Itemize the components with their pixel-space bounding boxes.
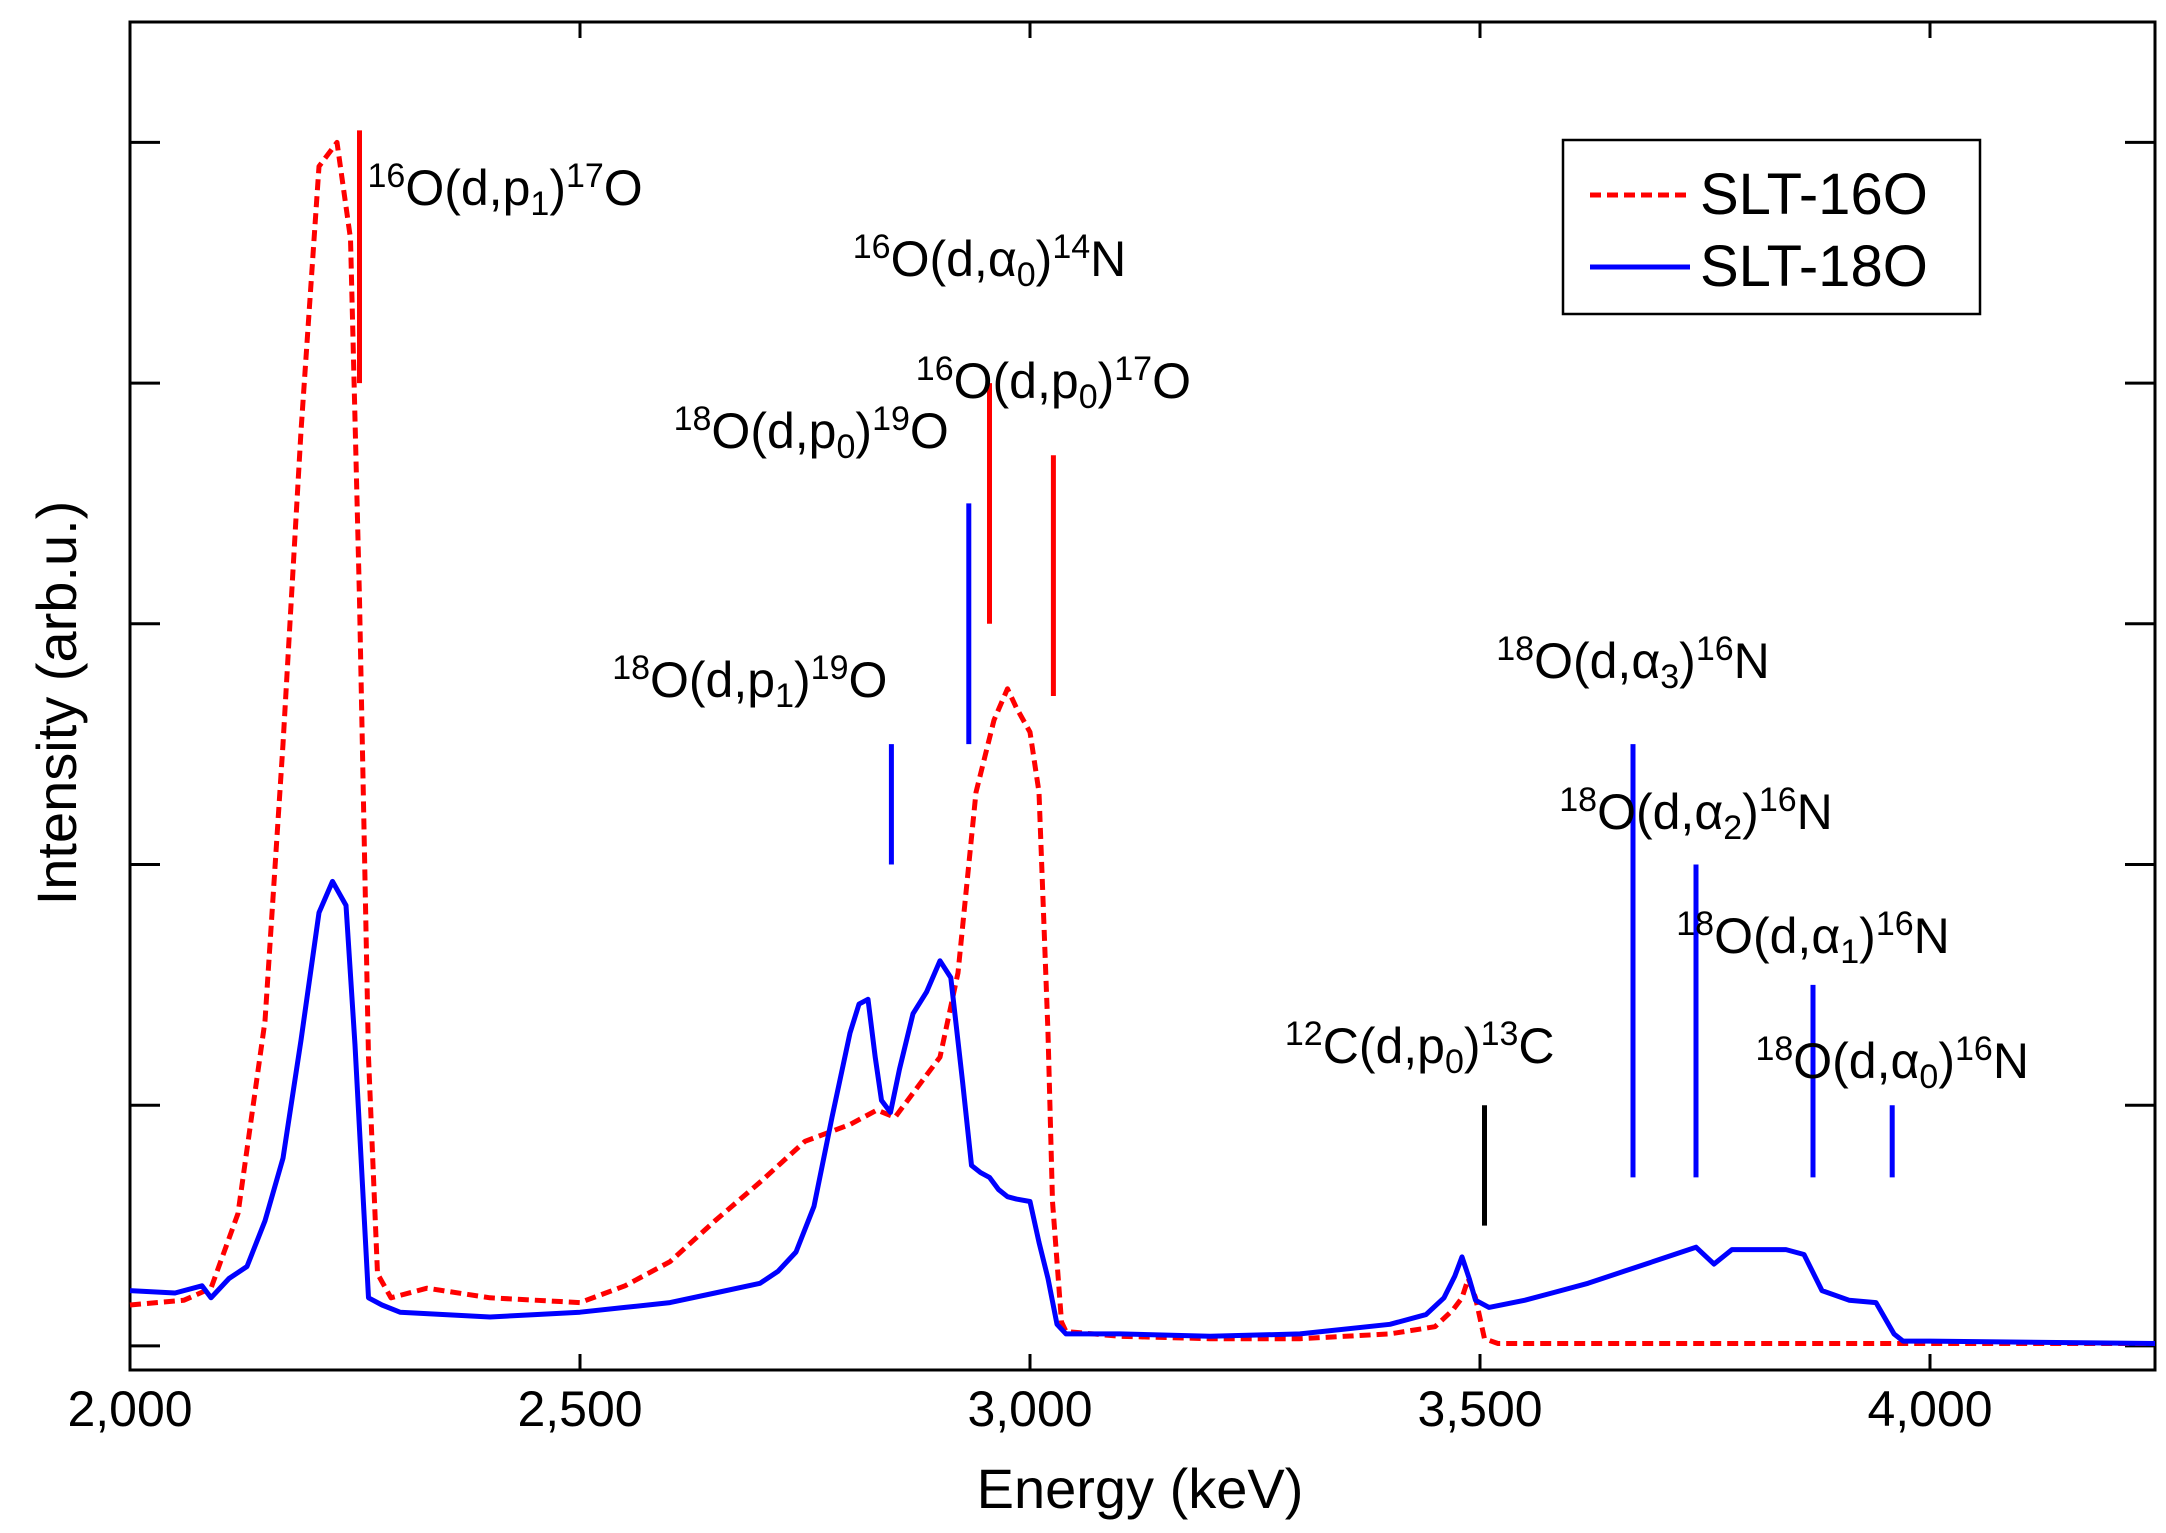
y-axis-title: Intensity (arb.u.) <box>25 501 88 906</box>
x-tick-label: 3,000 <box>967 1381 1092 1437</box>
reaction-annotations: 16O(d,p1)17O16O(d,α0)14N16O(d,p0)17O18O(… <box>357 130 2029 1226</box>
x-tick-label: 2,500 <box>517 1381 642 1437</box>
legend-box <box>1561 138 1982 316</box>
series-layer <box>129 139 2156 1346</box>
legend-label-slt-16o: SLT-16O <box>1700 162 1928 227</box>
x-tick-label: 2,000 <box>67 1381 192 1437</box>
label-o18-da0: 18O(d,α0)16N <box>1755 1030 2029 1096</box>
label-c12-dp0: 12C(d,p0)13C <box>1285 1015 1555 1081</box>
series-line-slt-18o <box>129 878 2156 1346</box>
label-o16-da0: 16O(d,α0)14N <box>853 228 1127 294</box>
plot-frame <box>128 20 2157 1372</box>
x-tick-label: 3,500 <box>1417 1381 1542 1437</box>
x-tick-label: 4,000 <box>1867 1381 1992 1437</box>
axis-ticks: 2,000 2,500 3,000 3,500 4,000 <box>67 22 2155 1437</box>
label-o16-dp0: 16O(d,p0)17O <box>916 350 1191 416</box>
legend-label-slt-18o: SLT-18O <box>1700 234 1928 299</box>
label-o18-dp0: 18O(d,p0)19O <box>674 400 949 466</box>
series-line-slt-16o <box>129 139 2155 1346</box>
label-o18-da2: 18O(d,α2)16N <box>1559 781 1833 847</box>
label-o18-dp1: 18O(d,p1)19O <box>612 649 887 715</box>
x-axis-title: Energy (keV) <box>977 1457 1304 1520</box>
label-o16-dp1: 16O(d,p1)17O <box>368 157 643 223</box>
legend: SLT-16O SLT-18O <box>1561 138 1982 316</box>
label-o18-da1: 18O(d,α1)16N <box>1676 905 1950 971</box>
label-o18-da3: 18O(d,α3)16N <box>1496 630 1770 696</box>
